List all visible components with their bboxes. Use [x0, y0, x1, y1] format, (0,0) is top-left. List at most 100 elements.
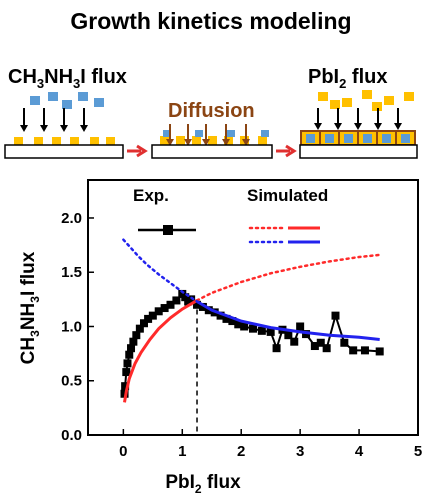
transition-arrow [276, 144, 297, 158]
exp-point [222, 314, 231, 323]
y-tick-label: 1.5 [61, 264, 82, 281]
ma-molecule [48, 92, 58, 101]
pbi2-island [70, 137, 79, 145]
pbi2-molecule [318, 92, 328, 101]
exp-point [266, 327, 275, 336]
exp-point [127, 344, 136, 353]
y-tick-label: 2.0 [61, 210, 82, 227]
chart: 0 1 2 3 4 5 0.0 0.5 1.0 1.5 2.0 Exp. Simulated PbI… [18, 179, 422, 496]
ma-in-grain [306, 134, 315, 143]
diffusion-arrow-head [166, 139, 174, 146]
ma-molecule [78, 92, 88, 101]
exp-point [154, 307, 163, 316]
x-tick-label: 2 [237, 443, 245, 460]
exp-point [234, 320, 243, 329]
flux-arrow-head [20, 125, 28, 132]
substrate [4, 144, 124, 159]
exp-point [228, 317, 237, 326]
pbi2-island [52, 137, 61, 145]
pbi2-island [208, 136, 217, 145]
exp-point [148, 311, 157, 320]
pbi2-island [106, 137, 115, 145]
flux-arrow-head [354, 123, 362, 130]
transition-arrow [127, 144, 148, 158]
exp-point [181, 293, 190, 302]
exp-point [121, 382, 130, 391]
exp-point [284, 331, 293, 340]
exp-point [166, 300, 175, 309]
y-tick-label: 0.0 [61, 427, 82, 444]
ma-in-grain [401, 134, 410, 143]
axis-ticks: 0 1 2 3 4 5 0.0 0.5 1.0 1.5 2.0 [61, 210, 422, 460]
pbi2-molecule [362, 90, 372, 99]
exp-point [139, 319, 148, 328]
exp-point [290, 337, 299, 346]
schematic-step-diffusion [151, 124, 297, 159]
pbi2-island [192, 136, 201, 145]
exp-point [216, 311, 225, 320]
exp-point [122, 368, 131, 377]
diffusion-arrow-head [242, 139, 250, 146]
flux-arrow-head [374, 123, 382, 130]
pbi2-island [160, 136, 169, 145]
y-tick-label: 0.5 [61, 373, 82, 390]
exp-point [375, 347, 384, 356]
exp-point [322, 344, 331, 353]
diffusion-arrow-head [202, 139, 210, 146]
exp-point [296, 322, 305, 331]
legend: Exp. Simulated [133, 186, 328, 244]
exp-point [123, 359, 132, 368]
legend-exp-label: Exp. [133, 186, 169, 205]
exp-point [129, 337, 138, 346]
ma-molecule [163, 130, 171, 137]
flux-arrow-head [334, 123, 342, 130]
x-tick-label: 3 [296, 443, 304, 460]
ma-molecule [94, 98, 104, 107]
pbi2-flux-label: PbI2 flux [308, 66, 387, 91]
pbi2-molecule [342, 98, 352, 107]
plot-frame [87, 179, 419, 436]
figure-title: Growth kinetics modeling [70, 8, 351, 34]
series-layer [120, 238, 384, 435]
exp-point [144, 314, 153, 323]
exp-point [204, 306, 213, 315]
pbi2-island [90, 137, 99, 145]
exp-point [316, 338, 325, 347]
pbi2-molecule [372, 102, 382, 111]
exp-point [172, 296, 181, 305]
y-axis-label: CH3NH3I flux [18, 251, 42, 364]
x-tick-label: 1 [178, 443, 186, 460]
legend-sim-label: Simulated [247, 186, 328, 205]
schematic-step-ma-flux [4, 92, 148, 159]
ma-in-grain [325, 134, 334, 143]
exp-point [302, 330, 311, 339]
schematic-step-pbi2-flux [299, 90, 418, 159]
series-sim-blue-dotted [122, 238, 199, 303]
exp-point [272, 344, 281, 353]
exp-point [198, 302, 207, 311]
exp-point [257, 326, 266, 335]
flux-arrow-head [314, 123, 322, 130]
ma-in-grain [382, 134, 391, 143]
ma-molecule [227, 130, 235, 137]
series-sim-red-solid [123, 299, 198, 403]
flux-arrow-head [60, 125, 68, 132]
ma-molecule [62, 100, 72, 109]
pbi2-island [34, 137, 43, 145]
exp-point [360, 346, 369, 355]
exp-point [132, 331, 141, 340]
exp-point [160, 304, 169, 313]
x-tick-label: 0 [119, 443, 127, 460]
pbi2-island [14, 137, 23, 145]
exp-point [340, 338, 349, 347]
exp-point [310, 342, 319, 351]
diffusion-arrow-head [222, 139, 230, 146]
ma-in-grain [344, 134, 353, 143]
x-tick-label: 4 [355, 443, 364, 460]
pbi2-molecule [384, 96, 394, 105]
exp-point [193, 300, 202, 309]
ma-in-grain [363, 134, 372, 143]
pbi2-island [258, 136, 267, 145]
x-axis-label: PbI2 flux [165, 472, 241, 496]
